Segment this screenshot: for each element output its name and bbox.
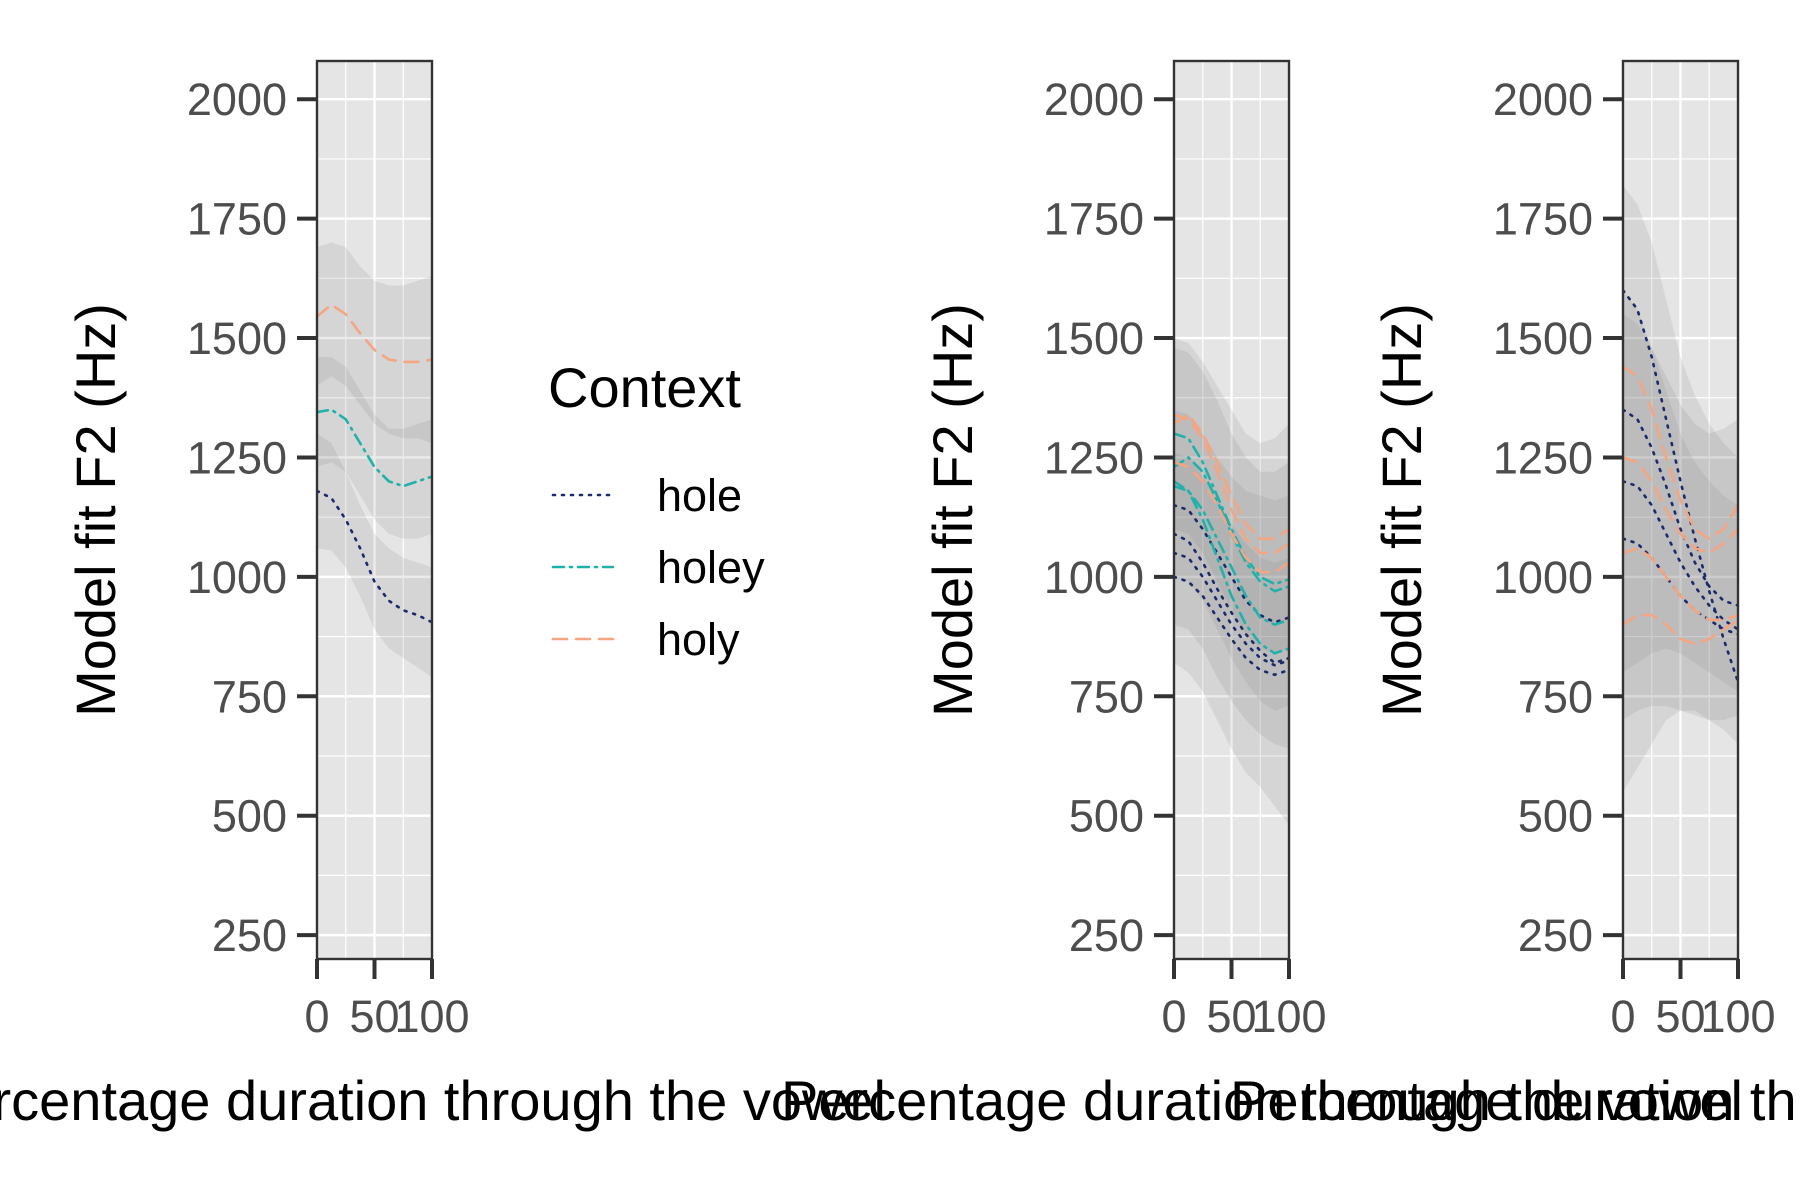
y-tick-label: 250 [212, 910, 287, 961]
plot-area [317, 242, 432, 678]
legend-label-holey: holey [657, 542, 765, 593]
y-tick-label: 1500 [1493, 313, 1593, 364]
y-tick-label: 750 [1518, 671, 1593, 722]
confidence-ribbon-hole [1174, 452, 1289, 749]
y-tick-label: 2000 [1044, 74, 1144, 125]
y-tick-label: 250 [1069, 910, 1144, 961]
x-axis-title: Percentage duration through the vowel [0, 1069, 886, 1132]
y-tick-label: 500 [1069, 791, 1144, 842]
y-axis-title: Model fit F2 (Hz) [1370, 303, 1433, 717]
legend-item-holy: holy [551, 614, 740, 665]
series-line-hole [317, 489, 432, 624]
legend-label-hole: hole [657, 470, 742, 521]
y-tick-label: 250 [1518, 910, 1593, 961]
y-tick-label: 500 [1518, 791, 1593, 842]
plot-area [1174, 338, 1289, 826]
y-tick-label: 2000 [1493, 74, 1593, 125]
y-tick-label: 1250 [1044, 432, 1144, 483]
series-line-holy [1623, 613, 1738, 646]
y-tick-label: 1750 [1493, 194, 1593, 245]
legend: Context hole holey holy [548, 356, 765, 665]
y-tick-label: 1750 [187, 194, 287, 245]
series-line-holey [317, 408, 432, 488]
x-tick-label: 100 [394, 991, 469, 1042]
series-line-holey [1174, 432, 1289, 586]
confidence-ribbon-holey [317, 357, 432, 539]
x-tick-label: 100 [1700, 991, 1775, 1042]
series-line-hole [1174, 503, 1289, 624]
y-tick-label: 1500 [1044, 313, 1144, 364]
x-tick-label: 0 [1161, 991, 1186, 1042]
series-line-holy [1174, 460, 1289, 574]
y-tick-label: 1250 [187, 432, 287, 483]
legend-title: Context [548, 356, 741, 419]
x-tick-label: 100 [1251, 991, 1326, 1042]
legend-label-holy: holy [657, 614, 740, 665]
y-tick-label: 1750 [1044, 194, 1144, 245]
y-tick-label: 1000 [1044, 552, 1144, 603]
y-tick-label: 2000 [187, 74, 287, 125]
series-line-hole [1623, 408, 1738, 607]
plot-area [1623, 185, 1738, 792]
series-line-holy [1623, 456, 1738, 555]
confidence-ribbon-hole [317, 433, 432, 678]
legend-item-holey: holey [551, 542, 765, 593]
x-tick-label: 50 [1655, 991, 1705, 1042]
x-tick-label: 50 [1206, 991, 1256, 1042]
x-axis-title: Percentage duration through the vowel [1230, 1069, 1800, 1132]
y-tick-label: 1000 [187, 552, 287, 603]
x-tick-label: 0 [304, 991, 329, 1042]
confidence-ribbon-holy [1174, 338, 1289, 654]
series-line-hole [1623, 288, 1738, 684]
y-tick-label: 750 [1069, 671, 1144, 722]
series-line-holy [1174, 413, 1289, 555]
confidence-ribbon-holy [317, 242, 432, 444]
x-axis-title: Percentage duration through the vowel [781, 1069, 1743, 1132]
series-line-hole [1174, 532, 1289, 665]
y-axis-title: Model fit F2 (Hz) [921, 303, 984, 717]
x-tick-label: 0 [1610, 991, 1635, 1042]
series-line-holy [317, 302, 432, 364]
y-tick-label: 1250 [1493, 432, 1593, 483]
x-tick-label: 50 [349, 991, 399, 1042]
series-line-holy [1174, 412, 1289, 540]
series-line-holy [1623, 365, 1738, 541]
legend-item-hole: hole [551, 470, 742, 521]
y-tick-label: 750 [212, 671, 287, 722]
y-tick-label: 1500 [187, 313, 287, 364]
confidence-ribbon-hole [1174, 409, 1289, 826]
y-tick-label: 1000 [1493, 552, 1593, 603]
series-line-holey [1174, 484, 1289, 627]
y-axis-title: Model fit F2 (Hz) [64, 303, 127, 717]
y-tick-label: 500 [212, 791, 287, 842]
series-line-holy [1623, 546, 1738, 622]
series-line-holey [1174, 480, 1289, 655]
